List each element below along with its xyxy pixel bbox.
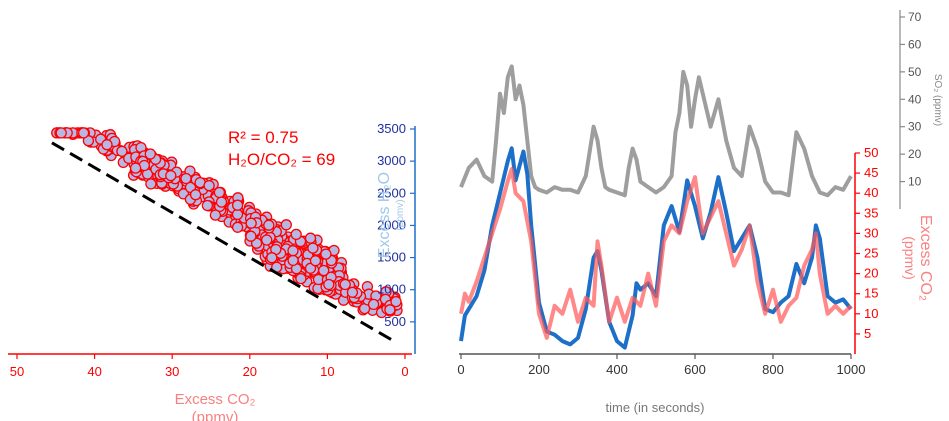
time-axis-ticks: 0 200 400 600 800 1000	[457, 354, 865, 377]
scatter-x-tick-label: 20	[243, 364, 257, 379]
h2o-tick-label: 500	[384, 314, 406, 329]
scatter-points	[51, 127, 403, 319]
time-axis-label: time (in seconds)	[606, 400, 705, 415]
co2-axis-label: Excess CO₂	[917, 215, 934, 301]
scatter-point	[77, 127, 90, 139]
scatter-x-tick-label: 50	[10, 364, 24, 379]
co2-tick-label: 45	[864, 165, 878, 180]
scatter-point	[144, 148, 156, 160]
scatter-point	[101, 139, 113, 151]
scatter-point	[339, 278, 351, 291]
scatter-point	[129, 162, 142, 174]
scatter-point	[116, 145, 128, 157]
co2-axis-unit: (ppmv)	[902, 236, 918, 280]
scatter-point	[209, 209, 222, 221]
scatter-x-tick-label: 30	[165, 364, 179, 379]
scatter-point	[367, 298, 380, 311]
time-tick-label: 1000	[837, 362, 866, 377]
scatter-point	[295, 272, 307, 285]
h2o-tick-label: 2500	[377, 185, 406, 200]
so2-tick-label: 30	[908, 120, 922, 134]
co2-axis-ticks: 5 10 15 20 25 30 35 40 45 50	[855, 145, 878, 341]
so2-tick-label: 40	[908, 92, 922, 106]
scatter-point	[203, 179, 215, 192]
co2-tick-label: 20	[864, 266, 878, 281]
co2-tick-label: 5	[864, 326, 871, 341]
so2-axis-label: SO₂ (ppmv)	[932, 74, 943, 126]
scatter-x-unit: (ppmv)	[192, 409, 239, 421]
scatter-point	[231, 199, 244, 211]
co2-tick-label: 10	[864, 306, 878, 321]
scatter-point	[263, 219, 275, 231]
so2-tick-label: 60	[908, 37, 922, 51]
scatter-point	[384, 304, 396, 316]
scatter-point	[165, 169, 177, 182]
so2-tick-label: 20	[908, 147, 922, 161]
h2o-axis-unit: (ppmv)	[395, 199, 406, 230]
scatter-point	[320, 248, 332, 260]
time-tick-label: 800	[762, 362, 784, 377]
scatter-point	[304, 232, 317, 244]
co2-tick-label: 25	[864, 246, 878, 261]
h2o-axis-label: Excess H₂O	[376, 172, 393, 258]
scatter-point	[231, 221, 244, 233]
scatter-x-tick-label: 10	[320, 364, 334, 379]
scatter-point	[309, 255, 322, 267]
scatter-point	[346, 286, 359, 298]
scatter-point	[323, 278, 335, 291]
scatter-x-label: Excess CO₂	[175, 391, 256, 408]
h2o-tick-label: 1000	[377, 282, 406, 297]
h2o-series-line	[459, 146, 853, 350]
so2-axis-ticks: 10 20 30 40 50 60 70	[900, 10, 922, 189]
scatter-point	[215, 196, 228, 208]
scatter-point	[180, 172, 192, 185]
scatter-x-ticks: 50 40 30 20 10 0	[10, 354, 409, 379]
co2-tick-label: 50	[864, 145, 878, 160]
scatter-point	[307, 242, 319, 254]
h2o-tick-label: 2000	[377, 217, 406, 232]
scatter-point	[55, 127, 67, 139]
so2-tick-label: 50	[908, 65, 922, 79]
scatter-x-tick-label: 0	[401, 364, 408, 379]
ratio-annotation: H₂O/CO₂ = 69	[228, 150, 335, 169]
so2-tick-label: 70	[908, 10, 922, 24]
co2-series-line	[459, 167, 853, 340]
time-tick-label: 0	[457, 362, 464, 377]
scatter-panel: 50 40 30 20 10 0 Excess CO₂ (ppmv) R² = 0.75 …	[8, 127, 412, 421]
scatter-point	[318, 264, 330, 277]
scatter-point	[231, 208, 244, 221]
co2-tick-label: 40	[864, 185, 878, 200]
scatter-point	[245, 217, 257, 229]
scatter-point	[290, 228, 302, 241]
time-tick-label: 400	[606, 362, 628, 377]
fit-line	[51, 141, 395, 343]
r2-annotation: R² = 0.75	[228, 128, 298, 147]
scatter-point	[201, 199, 214, 212]
scatter-point	[145, 178, 157, 190]
h2o-tick-label: 1500	[377, 250, 406, 265]
h2o-tick-label: 3000	[377, 153, 406, 168]
so2-series-line	[459, 64, 853, 198]
scatter-point	[287, 254, 299, 267]
scatter-point	[189, 189, 202, 201]
so2-tick-label: 10	[908, 175, 922, 189]
h2o-tick-label: 3500	[377, 121, 406, 136]
time-tick-label: 600	[684, 362, 706, 377]
scatter-point	[266, 252, 278, 264]
scatter-point	[390, 295, 402, 308]
scatter-point	[287, 245, 299, 257]
scatter-point	[280, 219, 292, 231]
co2-tick-label: 15	[864, 286, 878, 301]
h2o-axis-ticks: 500 1000 1500 2000 2500 3000 3500	[377, 121, 415, 329]
scatter-point	[245, 230, 257, 242]
scatter-x-tick-label: 40	[87, 364, 101, 379]
scatter-point	[261, 234, 273, 246]
co2-tick-label: 35	[864, 205, 878, 220]
time-tick-label: 200	[528, 362, 550, 377]
co2-tick-label: 30	[864, 225, 878, 240]
scatter-point	[213, 186, 226, 199]
